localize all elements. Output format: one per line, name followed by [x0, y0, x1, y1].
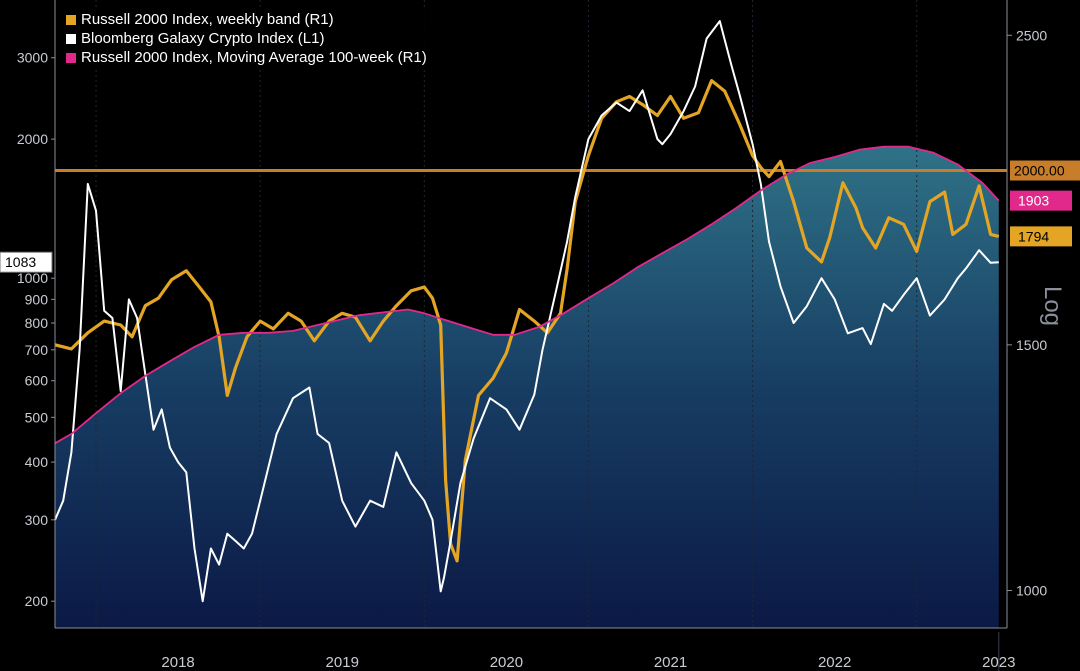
- left-tick-label: 200: [25, 593, 49, 609]
- right-tick-label: 1500: [1016, 337, 1047, 353]
- legend-swatch-russell-band: [66, 14, 76, 25]
- last-value-tag: [1010, 190, 1072, 211]
- reference-line-tag-label: 2000.00: [1014, 163, 1065, 179]
- left-tick-label: 800: [25, 315, 49, 331]
- legend-label-russell-band: Russell 2000 Index, weekly band (R1): [81, 11, 334, 28]
- reference-line-tag: [1010, 160, 1080, 181]
- legend-label-crypto-index: Bloomberg Galaxy Crypto Index (L1): [81, 30, 325, 47]
- left-tick-label: 2000: [17, 131, 48, 147]
- legend-swatch-crypto-index: [66, 33, 76, 44]
- left-tick-label: 1000: [17, 270, 48, 286]
- last-value-tag-label: 1903: [1018, 193, 1049, 209]
- last-value-tag: [1010, 226, 1072, 247]
- crypto-index-line: [54, 20, 999, 603]
- legend-item-moving-average: Russell 2000 Index, Moving Average 100-w…: [66, 48, 427, 67]
- legend-swatch-moving-average: [66, 52, 76, 63]
- x-tick-label: 2020: [490, 654, 523, 671]
- russell-band-line: [54, 79, 1000, 563]
- left-tick-label: 3000: [17, 50, 48, 66]
- left-tick-label: 600: [25, 373, 49, 389]
- left-tick-label: 900: [25, 291, 49, 307]
- right-tick-label: 1000: [1016, 583, 1047, 599]
- last-value-tag: [0, 251, 53, 273]
- legend-item-russell-band: Russell 2000 Index, weekly band (R1): [66, 10, 427, 29]
- moving-average-line: [54, 145, 1000, 445]
- left-tick-label: 400: [25, 454, 49, 470]
- left-tick-label: 500: [25, 409, 49, 425]
- x-tick-label: 2022: [818, 654, 851, 671]
- right-tick-label: 2500: [1016, 27, 1047, 43]
- x-tick-label: 2018: [161, 654, 194, 671]
- legend-item-crypto-index: Bloomberg Galaxy Crypto Index (L1): [66, 29, 427, 48]
- last-value-tag-label: 1794: [1018, 228, 1049, 244]
- left-tick-label: 700: [25, 342, 49, 358]
- left-tick-label: 300: [25, 512, 49, 528]
- x-tick-label: 2019: [326, 654, 359, 671]
- x-tick-label: 2021: [654, 654, 687, 671]
- moving-average-area: [55, 146, 999, 628]
- legend-label-moving-average: Russell 2000 Index, Moving Average 100-w…: [81, 49, 427, 66]
- legend: Russell 2000 Index, weekly band (R1) Blo…: [64, 8, 433, 70]
- last-value-tag-label: 1083: [5, 254, 36, 270]
- right-axis-scale-label: Log: [1038, 285, 1066, 327]
